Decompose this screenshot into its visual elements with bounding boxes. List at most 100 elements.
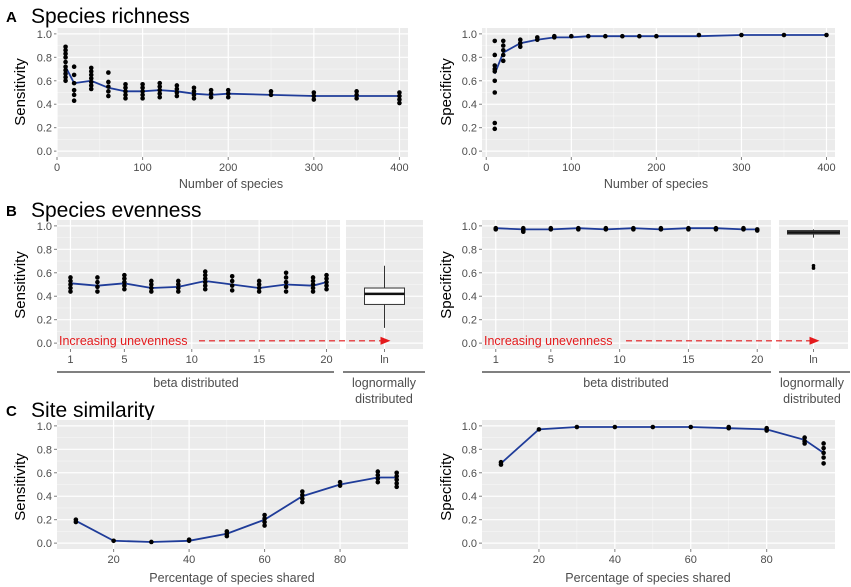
data-point	[576, 227, 581, 232]
y-tick-label: 0.6	[37, 468, 52, 480]
box-iqr	[364, 287, 405, 305]
data-point	[520, 229, 526, 235]
data-point	[300, 499, 305, 505]
data-point	[574, 424, 580, 430]
y-tick-label: 0.0	[462, 146, 477, 158]
data-point	[229, 288, 235, 293]
x-tick-label: 20	[320, 354, 332, 366]
y-tick-label: 0.8	[462, 244, 477, 256]
data-point	[650, 424, 656, 430]
data-point	[71, 80, 77, 86]
data-point	[149, 278, 154, 284]
data-point	[493, 227, 499, 232]
y-tick-label: 0.0	[462, 338, 477, 350]
x-tick-label: 100	[562, 162, 580, 174]
data-point	[63, 47, 68, 53]
data-point	[68, 282, 73, 287]
data-point	[696, 32, 702, 38]
data-point	[149, 539, 154, 545]
box-outlier	[811, 266, 816, 270]
data-point	[174, 86, 180, 92]
x-tick-label: 60	[685, 554, 697, 566]
data-point	[375, 472, 381, 478]
x-tick-label: 40	[183, 554, 195, 566]
y-tick-label: 0.4	[37, 491, 52, 503]
series-line	[75, 476, 397, 543]
y-tick-label: 0.6	[37, 76, 52, 88]
data-point	[157, 84, 163, 89]
data-point	[191, 96, 197, 101]
data-point	[122, 286, 127, 292]
data-point	[88, 69, 94, 74]
data-point	[140, 92, 145, 98]
data-point	[300, 496, 305, 501]
data-point	[283, 279, 289, 285]
data-point	[310, 285, 316, 291]
data-point	[88, 76, 94, 81]
data-point	[63, 74, 68, 80]
data-point	[122, 279, 127, 285]
data-point	[71, 72, 77, 78]
data-point	[123, 81, 128, 87]
chart-b-sensitivity: Sensitivity beta distributed lognormally…	[12, 220, 425, 406]
data-point	[88, 86, 94, 92]
data-point	[95, 275, 100, 280]
data-point	[498, 462, 504, 467]
data-point	[500, 47, 506, 53]
data-point	[536, 427, 542, 432]
data-point	[310, 282, 316, 287]
data-point	[764, 428, 769, 433]
x-tick-label: ln	[809, 354, 818, 366]
x-tick-label: 400	[390, 162, 408, 174]
data-point	[122, 276, 127, 281]
data-point	[311, 93, 317, 99]
data-point	[821, 450, 826, 456]
data-point	[548, 227, 554, 232]
data-point	[492, 52, 498, 58]
data-point	[394, 484, 399, 490]
data-point	[726, 425, 732, 431]
data-point	[310, 278, 316, 284]
y-tick-label: 0.4	[37, 99, 52, 111]
data-point	[713, 227, 719, 232]
x-tick-label: 100	[133, 162, 151, 174]
data-point	[821, 441, 826, 446]
data-point	[202, 286, 208, 292]
y-tick-label: 1.0	[37, 421, 52, 433]
section-letter-c: C	[6, 403, 17, 420]
data-point	[534, 37, 540, 43]
data-point	[586, 33, 591, 39]
data-point	[283, 289, 289, 294]
data-point	[394, 470, 399, 476]
data-point	[821, 455, 826, 460]
data-point	[324, 272, 329, 278]
data-point	[202, 272, 208, 278]
x-tick-label: 20	[533, 554, 545, 566]
data-point	[63, 59, 68, 65]
data-point	[754, 228, 760, 233]
data-point	[225, 87, 231, 93]
data-point	[517, 44, 523, 50]
y-tick-label: 0.2	[37, 515, 52, 527]
y-tick-label: 0.8	[37, 244, 52, 256]
data-point	[262, 516, 267, 521]
data-point	[686, 227, 691, 232]
x-tick-label: 20	[751, 354, 763, 366]
y-axis-label: Sensitivity	[12, 251, 29, 319]
data-point	[552, 35, 557, 40]
data-point	[337, 479, 343, 485]
data-point	[741, 227, 746, 232]
data-point	[256, 285, 262, 291]
data-point	[88, 83, 94, 88]
data-point	[688, 424, 694, 430]
group-label-beta: beta distributed	[153, 376, 239, 390]
data-point	[157, 91, 163, 96]
y-tick-label: 0.6	[462, 76, 477, 88]
y-tick-label: 0.2	[37, 123, 52, 135]
data-point	[324, 286, 329, 292]
x-tick-label: 10	[186, 354, 198, 366]
data-point	[397, 93, 402, 99]
data-point	[492, 78, 498, 84]
x-tick-label: 40	[609, 554, 621, 566]
